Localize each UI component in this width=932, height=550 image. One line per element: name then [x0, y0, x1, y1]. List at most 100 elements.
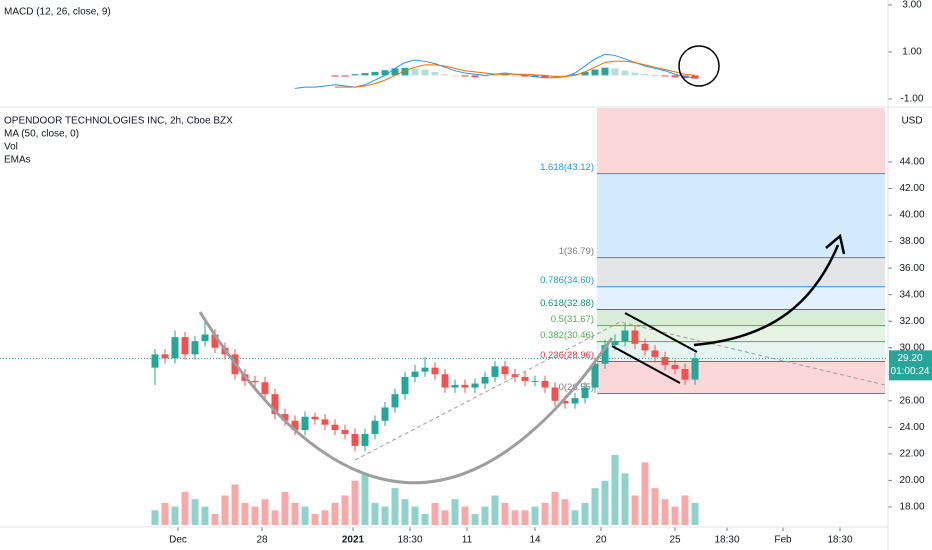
- price-label: 29.20: [897, 353, 922, 364]
- y-tick-label: 42.00: [899, 183, 924, 194]
- candle-body: [431, 367, 439, 375]
- histogram-bar: [501, 74, 509, 76]
- axis-unit: USD: [901, 116, 922, 127]
- x-tick-label: 18:30: [827, 535, 852, 546]
- fib-label: 1(36.79): [559, 246, 594, 257]
- volume-bar: [441, 510, 449, 525]
- flag-line: [624, 312, 698, 353]
- volume-bar: [681, 495, 689, 525]
- volume-bar: [261, 499, 269, 525]
- candle-body: [181, 337, 189, 355]
- histogram-bar: [691, 75, 699, 79]
- histogram-bar: [511, 75, 519, 77]
- candle-body: [551, 387, 559, 401]
- candle-body: [311, 416, 319, 420]
- x-tick-label: Feb: [774, 535, 792, 546]
- volume-bar: [641, 462, 649, 525]
- candle-body: [441, 374, 449, 388]
- histogram-bar: [641, 73, 649, 76]
- x-tick-label: 11: [462, 535, 473, 546]
- volume-bar: [541, 502, 549, 525]
- volume-bar: [551, 491, 559, 525]
- histogram-bar: [411, 68, 419, 76]
- volume-bar: [221, 495, 229, 525]
- fib-label: 0.618(32.88): [540, 298, 594, 309]
- y-tick-label: 32.00: [899, 316, 924, 327]
- y-tick-label: 1.00: [902, 47, 922, 58]
- flag-line: [611, 345, 681, 384]
- candle-body: [661, 357, 669, 365]
- y-tick-label: 30.00: [899, 342, 924, 353]
- y-tick-label: 26.00: [899, 395, 924, 406]
- y-tick-label: 38.00: [899, 236, 924, 247]
- volume-bar: [431, 502, 439, 525]
- histogram-bar: [631, 72, 639, 76]
- volume-bar: [371, 502, 379, 525]
- macd-title: MACD (12, 26, close, 9): [4, 7, 111, 18]
- volume-bar: [421, 513, 429, 525]
- candle-body: [681, 368, 689, 380]
- y-tick-label: -1.00: [901, 94, 924, 105]
- volume-bar: [291, 502, 299, 525]
- x-tick-label: 18:30: [714, 535, 739, 546]
- candle-body: [411, 371, 419, 377]
- histogram-bar: [621, 70, 629, 76]
- volume-bar: [491, 495, 499, 525]
- histogram-bar: [461, 75, 469, 77]
- fib-zone: [597, 173, 885, 258]
- y-tick-label: 36.00: [899, 263, 924, 274]
- histogram-bar: [381, 70, 389, 76]
- countdown: 01:00:24: [891, 366, 930, 377]
- histogram-bar: [671, 75, 679, 78]
- volume-bar: [171, 506, 179, 525]
- histogram-bar: [441, 74, 449, 76]
- histogram-bar: [581, 71, 589, 76]
- volume-bar: [201, 506, 209, 525]
- volume-bar: [301, 506, 309, 525]
- volume-bar: [381, 506, 389, 525]
- trend-line: [354, 321, 886, 461]
- y-tick-label: 22.00: [899, 449, 924, 460]
- histogram-bar: [521, 75, 529, 77]
- volume-bar: [571, 510, 579, 525]
- candle-body: [421, 367, 429, 372]
- volume-bar: [611, 455, 619, 525]
- fib-label: 0.5(31.67): [551, 314, 594, 325]
- volume-bar: [191, 499, 199, 525]
- fib-label: 0.382(30.46): [540, 330, 594, 341]
- histogram-bar: [431, 71, 439, 76]
- histogram-bar: [611, 68, 619, 76]
- volume-bar: [241, 502, 249, 525]
- circle-annotation: [678, 45, 720, 87]
- volume-bar: [671, 506, 679, 525]
- candle-body: [451, 384, 459, 388]
- volume-bar: [181, 491, 189, 525]
- candle-body: [611, 341, 619, 346]
- x-tick-label: Dec: [169, 535, 187, 546]
- chart-title: OPENDOOR TECHNOLOGIES INC, 2h, Cboe BZX: [4, 116, 233, 127]
- candle-body: [571, 398, 579, 404]
- volume-bar: [631, 495, 639, 525]
- y-tick-label: 40.00: [899, 210, 924, 221]
- fib-zone: [597, 325, 885, 342]
- histogram-bar: [371, 71, 379, 76]
- candle-body: [281, 414, 289, 421]
- volume-bar: [621, 473, 629, 525]
- price-tag: [889, 350, 932, 381]
- x-tick-label: 14: [529, 535, 541, 546]
- volume-bar: [331, 502, 339, 525]
- candle-body: [471, 383, 479, 388]
- volume-bar: [521, 510, 529, 525]
- histogram-bar: [331, 75, 339, 77]
- y-tick-label: 34.00: [899, 289, 924, 300]
- y-tick-label: 3.00: [902, 0, 922, 11]
- histogram-bar: [601, 67, 609, 76]
- histogram-bar: [661, 75, 669, 77]
- candle-body: [561, 400, 569, 404]
- candle-body: [331, 424, 339, 431]
- candle-body: [291, 420, 299, 431]
- candle-body: [501, 366, 509, 375]
- candle-body: [201, 334, 209, 342]
- candle-body: [531, 380, 539, 382]
- histogram-bar: [341, 75, 349, 77]
